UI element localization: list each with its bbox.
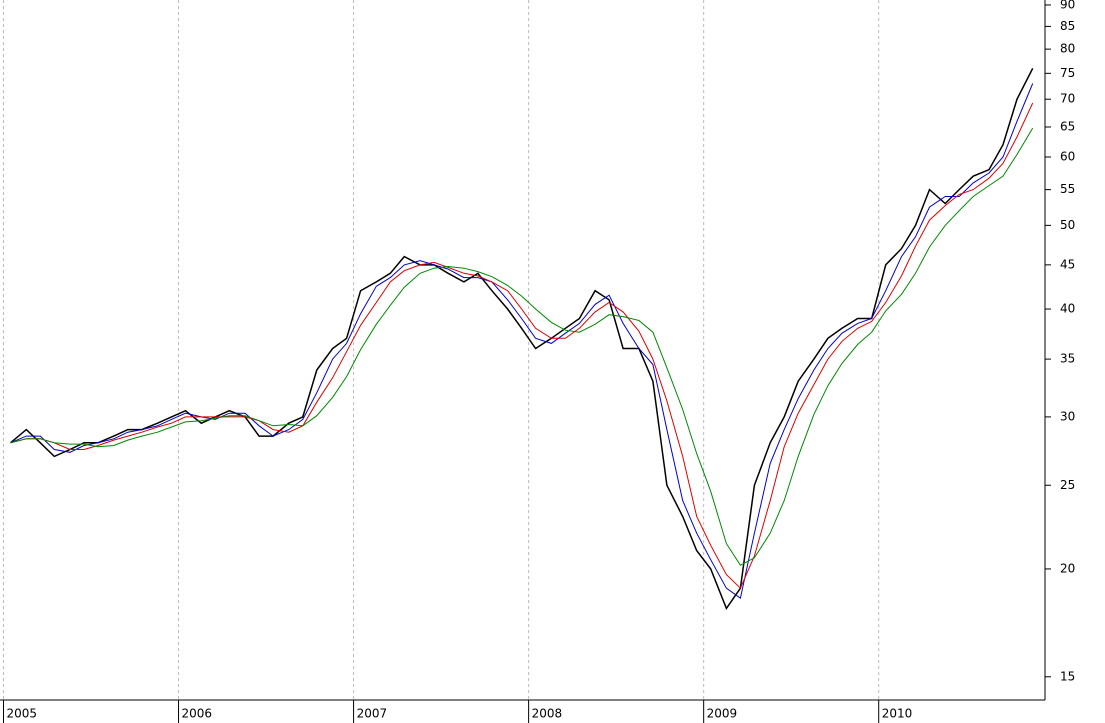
y-tick-label: 65 — [1060, 119, 1075, 133]
y-tick-label: 75 — [1060, 66, 1075, 80]
y-tick-label: 55 — [1060, 182, 1075, 196]
x-tick-label: 2009 — [707, 707, 738, 721]
y-tick-label: 40 — [1060, 302, 1075, 316]
y-tick-label: 50 — [1060, 218, 1075, 232]
y-tick-label: 60 — [1060, 149, 1075, 163]
series-line — [10, 68, 1034, 610]
x-tick-label: 2010 — [882, 707, 913, 721]
y-tick-label: 45 — [1060, 257, 1075, 271]
y-tick-label: 90 — [1060, 0, 1075, 11]
y-tick-label: 15 — [1060, 669, 1075, 683]
series-line — [10, 83, 1034, 600]
y-tick-label: 80 — [1060, 42, 1075, 56]
y-tick-label: 35 — [1060, 352, 1075, 366]
x-tick-label: 2005 — [7, 707, 38, 721]
x-tick-label: 2006 — [182, 707, 213, 721]
series-line — [10, 127, 1034, 566]
series-line — [10, 102, 1034, 590]
y-tick-label: 30 — [1060, 409, 1075, 423]
x-tick-label: 2008 — [532, 707, 563, 721]
y-tick-label: 85 — [1060, 19, 1075, 33]
y-tick-label: 70 — [1060, 92, 1075, 106]
y-tick-label: 25 — [1060, 478, 1075, 492]
x-tick-label: 2007 — [357, 707, 388, 721]
plot-area — [0, 0, 1045, 700]
y-tick-label: 20 — [1060, 561, 1075, 575]
